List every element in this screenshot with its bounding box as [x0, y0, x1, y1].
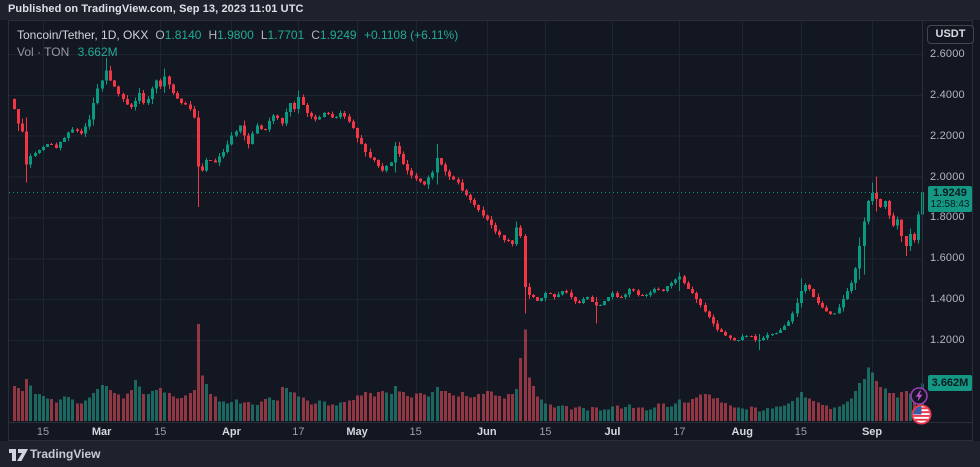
price-tick-label: 2.6000 [930, 48, 965, 60]
symbol-title: Toncoin/Tether, 1D, OKX [17, 28, 149, 42]
time-tick-label: 15 [154, 426, 167, 438]
close-value: 1.9249 [319, 28, 357, 42]
published-text: Published on TradingView.com, Sep 13, 20… [8, 3, 304, 15]
footer-bar: TradingView [0, 441, 980, 467]
time-tick-label: Jun [477, 426, 497, 438]
high-label: H [208, 28, 218, 42]
price-axis[interactable]: 1.9249 12:58:43 3.662M 2.6000 2.4000 2.200… [922, 21, 972, 422]
change-value: +0.1108 (+6.11%) [363, 28, 459, 42]
crypto-event-icon[interactable] [910, 387, 928, 405]
volume-label: 3.662M [928, 375, 972, 392]
open-label: O [155, 28, 165, 42]
low-value: 1.7701 [267, 28, 305, 42]
economic-event-icon[interactable] [911, 404, 932, 425]
tradingview-logo-icon [9, 448, 28, 466]
time-tick-label: 17 [292, 426, 305, 438]
time-tick-label: 15 [36, 426, 50, 438]
bar-countdown: 12:58:43 [930, 198, 970, 210]
time-tick-label: Jul [604, 426, 621, 438]
high-value: 1.9800 [217, 28, 254, 42]
price-tick-label: 2.2000 [930, 129, 965, 142]
time-tick-label: Aug [731, 426, 753, 438]
time-axis[interactable]: 15 Mar 15 Apr 17 May 15 Jun 15 Jul 17 Aug 15 Sep [9, 422, 972, 440]
price-tick-label: 1.6000 [930, 252, 965, 265]
volume-row: Vol · TON 3.662M [17, 44, 458, 60]
time-tick-label: 17 [673, 426, 686, 438]
open-value: 1.8140 [164, 28, 202, 42]
time-tick-label: Sep [861, 426, 883, 438]
volume-row-value: 3.662M [77, 45, 118, 59]
price-tick-label: 2.0000 [930, 170, 965, 183]
candlestick-chart[interactable] [9, 21, 925, 422]
chart-widget: Toncoin/Tether, 1D, OKX O1.8140 H1.9800 L1.… [8, 20, 974, 441]
time-tick-label: Mar [91, 426, 112, 438]
last-price-value: 1.9249 [933, 186, 967, 199]
last-price-label: 1.9249 12:58:43 [928, 185, 972, 212]
currency-toggle-button[interactable]: USDT [927, 25, 974, 44]
price-tick-label: 1.2000 [930, 334, 965, 346]
low-label: L [260, 28, 268, 42]
published-bar: Published on TradingView.com, Sep 13, 20… [0, 0, 980, 20]
price-tick-label: 1.8000 [930, 211, 965, 224]
time-tick-label: May [346, 426, 368, 438]
time-tick-label: 15 [409, 426, 422, 438]
symbol-info: Toncoin/Tether, 1D, OKX O1.8140 H1.9800 L1.… [17, 27, 458, 60]
price-tick-label: 1.4000 [930, 293, 965, 306]
price-tick-label: 2.4000 [930, 88, 965, 101]
close-label: C [311, 28, 320, 42]
volume-row-label: Vol · TON [17, 45, 70, 59]
time-tick-label: 15 [539, 426, 552, 438]
chart-plot-area[interactable]: Toncoin/Tether, 1D, OKX O1.8140 H1.9800 L1.… [9, 21, 932, 425]
symbol-ohlc-row: Toncoin/Tether, 1D, OKX O1.8140 H1.9800 L1.… [17, 27, 458, 43]
brand-name: TradingView [30, 447, 101, 461]
time-tick-label: Apr [221, 426, 241, 438]
time-tick-label: 15 [794, 426, 807, 438]
